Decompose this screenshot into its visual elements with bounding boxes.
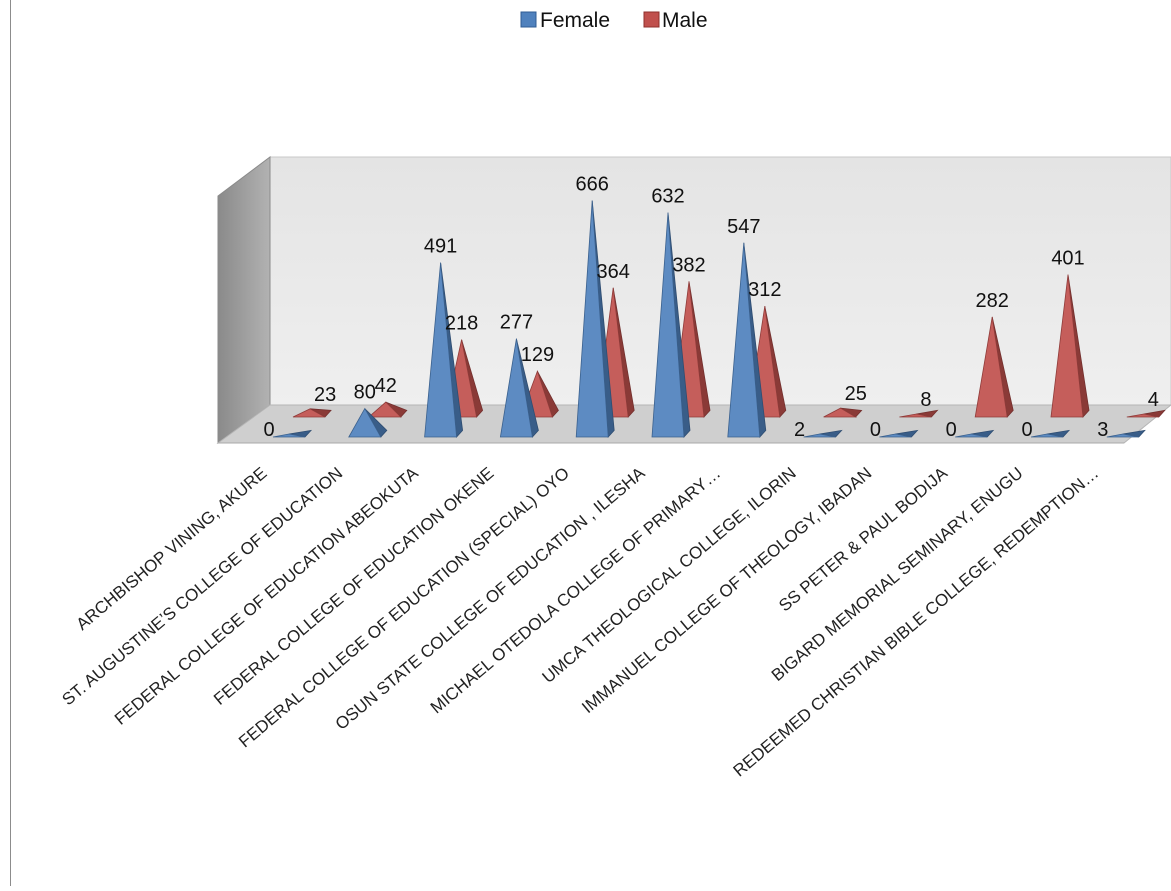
value-label-female-2: 80 — [354, 382, 376, 404]
value-label-female-1: 0 — [263, 419, 274, 441]
value-label-female-6: 632 — [651, 186, 684, 208]
value-label-female-11: 0 — [1021, 419, 1032, 441]
pyramid-front-face — [899, 413, 932, 418]
value-label-female-7: 547 — [727, 216, 760, 238]
pyramid-front-face — [348, 407, 382, 438]
legend-swatch-female — [520, 11, 537, 28]
value-label-male-3: 218 — [445, 313, 478, 335]
value-label-female-10: 0 — [946, 419, 957, 441]
value-label-female-9: 0 — [870, 419, 881, 441]
value-label-male-1: 23 — [314, 384, 336, 406]
category-label-9: IMMANUEL COLLEGE OF THEOLOGY, IBADAN — [578, 464, 875, 718]
bar-male-12 — [1126, 409, 1166, 418]
pyramid-front-face — [424, 262, 458, 438]
value-label-female-4: 277 — [500, 312, 533, 334]
pyramid-front-face — [879, 433, 912, 438]
legend-swatch-male — [643, 11, 660, 28]
back-wall — [269, 156, 1171, 406]
bar-male-1 — [292, 408, 332, 418]
value-label-male-6: 382 — [672, 254, 705, 276]
bar-female-11 — [1030, 429, 1071, 438]
category-label-4: FEDERAL COLLEGE OF EDUCATION OKENE — [210, 464, 497, 709]
value-label-male-10: 282 — [976, 290, 1009, 312]
value-label-female-8: 2 — [794, 419, 805, 441]
bar-female-4 — [499, 338, 539, 438]
pyramid-front-face — [272, 433, 306, 438]
bar-male-11 — [1050, 274, 1090, 418]
bar-female-12 — [1106, 429, 1146, 438]
bar-female-8 — [803, 429, 843, 438]
pyramid-front-face — [292, 408, 326, 418]
value-label-male-9: 8 — [920, 389, 931, 411]
bar-male-2 — [367, 401, 408, 418]
bar-male-9 — [899, 409, 939, 418]
value-label-male-4: 129 — [521, 344, 554, 366]
value-label-female-12: 3 — [1097, 419, 1108, 441]
category-label-12: REDEEMED CHRISTIAN BIBLE COLLEGE, REDEMP… — [730, 464, 1103, 781]
bar-female-5 — [575, 200, 615, 438]
bar-female-10 — [955, 429, 995, 438]
value-label-male-5: 364 — [597, 261, 630, 283]
pyramid-front-face — [499, 338, 533, 438]
category-label-2: ST. AUGUSTINE’S COLLEGE OF EDUCATION — [58, 464, 346, 710]
value-label-male-7: 312 — [748, 279, 781, 301]
value-label-male-12: 4 — [1148, 389, 1159, 411]
pyramid-front-face — [823, 407, 858, 418]
bar-female-9 — [879, 429, 919, 438]
pyramid-front-face — [575, 200, 609, 438]
value-label-male-2: 42 — [375, 375, 397, 397]
legend: Female Male — [520, 9, 708, 32]
pyramid-front-face — [955, 433, 988, 438]
bar-female-6 — [651, 212, 691, 438]
value-label-male-8: 25 — [845, 383, 867, 405]
value-label-female-5: 666 — [576, 174, 609, 196]
pyramid-front-face — [651, 212, 685, 438]
category-label-7: MICHAEL OTEDOLA COLLEGE OF PRIMARY… — [427, 464, 724, 718]
value-label-male-11: 401 — [1051, 248, 1084, 270]
legend-label-male: Male — [662, 9, 708, 32]
legend-label-female: Female — [540, 9, 610, 32]
bars — [272, 200, 1166, 438]
bar-female-7 — [727, 242, 767, 438]
value-label-female-3: 491 — [424, 236, 457, 258]
pyramid-front-face — [1030, 433, 1064, 438]
pyramid-front-face — [974, 316, 1008, 418]
bar-male-10 — [974, 316, 1014, 418]
side-wall — [217, 156, 271, 444]
pyramid-front-face — [1126, 413, 1159, 418]
pyramid-front-face — [727, 242, 761, 438]
pyramid-front-face — [367, 401, 402, 418]
bar-male-8 — [823, 407, 863, 418]
pyramid-front-face — [1106, 433, 1139, 438]
pyramid-front-face — [1050, 274, 1084, 418]
left-border — [10, 0, 11, 886]
bar-female-2 — [348, 407, 388, 438]
bar-female-1 — [272, 429, 313, 438]
bar-female-3 — [424, 262, 464, 438]
pyramid-front-face — [803, 433, 836, 438]
